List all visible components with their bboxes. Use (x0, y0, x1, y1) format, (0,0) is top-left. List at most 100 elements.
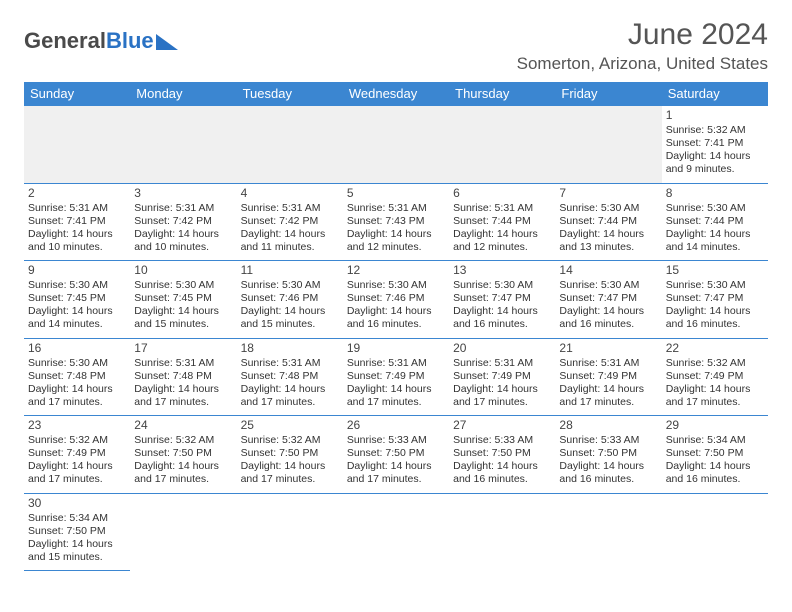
day-number: 9 (28, 263, 126, 278)
daylight-line: Daylight: 14 hours and 17 minutes. (134, 460, 232, 486)
sunset-line: Sunset: 7:42 PM (241, 215, 339, 228)
sail-icon (156, 34, 178, 50)
daylight-line: Daylight: 14 hours and 16 minutes. (347, 305, 445, 331)
sunset-line: Sunset: 7:44 PM (559, 215, 657, 228)
day-number: 23 (28, 418, 126, 433)
sunset-line: Sunset: 7:47 PM (666, 292, 764, 305)
sunrise-line: Sunrise: 5:33 AM (347, 434, 445, 447)
weekday-header: Wednesday (343, 82, 449, 106)
logo-text-2: Blue (106, 28, 154, 54)
weekday-header: Thursday (449, 82, 555, 106)
sunrise-line: Sunrise: 5:30 AM (28, 279, 126, 292)
calendar-body: 1 Sunrise: 5:32 AM Sunset: 7:41 PM Daylight… (24, 106, 768, 571)
day-number: 1 (666, 108, 764, 123)
daylight-line: Daylight: 14 hours and 17 minutes. (559, 383, 657, 409)
logo-text-1: General (24, 28, 106, 54)
sunset-line: Sunset: 7:46 PM (241, 292, 339, 305)
day-number: 7 (559, 186, 657, 201)
sunrise-line: Sunrise: 5:32 AM (241, 434, 339, 447)
daylight-line: Daylight: 14 hours and 14 minutes. (28, 305, 126, 331)
sunrise-line: Sunrise: 5:32 AM (666, 357, 764, 370)
daylight-line: Daylight: 14 hours and 16 minutes. (559, 460, 657, 486)
weekday-header: Saturday (662, 82, 768, 106)
sunrise-line: Sunrise: 5:30 AM (666, 202, 764, 215)
sunset-line: Sunset: 7:50 PM (241, 447, 339, 460)
calendar-cell (130, 493, 236, 571)
daylight-line: Daylight: 14 hours and 17 minutes. (453, 383, 551, 409)
calendar-cell: 26Sunrise: 5:33 AMSunset: 7:50 PMDayligh… (343, 416, 449, 494)
day-number: 10 (134, 263, 232, 278)
daylight-line: Daylight: 14 hours and 12 minutes. (453, 228, 551, 254)
daylight-line: Daylight: 14 hours and 11 minutes. (241, 228, 339, 254)
weekday-header: Sunday (24, 82, 130, 106)
calendar-cell: 2Sunrise: 5:31 AMSunset: 7:41 PMDaylight… (24, 183, 130, 261)
sunset-line: Sunset: 7:49 PM (559, 370, 657, 383)
calendar-cell: 18Sunrise: 5:31 AMSunset: 7:48 PMDayligh… (237, 338, 343, 416)
sunset-line: Sunset: 7:44 PM (453, 215, 551, 228)
daylight-line: Daylight: 14 hours and 15 minutes. (134, 305, 232, 331)
day-number: 22 (666, 341, 764, 356)
header: GeneralBlue June 2024 Somerton, Arizona,… (24, 18, 768, 74)
sunset-line: Sunset: 7:49 PM (28, 447, 126, 460)
calendar-cell: 3Sunrise: 5:31 AMSunset: 7:42 PMDaylight… (130, 183, 236, 261)
sunset-line: Sunset: 7:47 PM (559, 292, 657, 305)
calendar-cell: 16Sunrise: 5:30 AMSunset: 7:48 PMDayligh… (24, 338, 130, 416)
calendar-cell: 6Sunrise: 5:31 AMSunset: 7:44 PMDaylight… (449, 183, 555, 261)
sunset-line: Sunset: 7:41 PM (28, 215, 126, 228)
sunset-line: Sunset: 7:50 PM (453, 447, 551, 460)
calendar-row: 2Sunrise: 5:31 AMSunset: 7:41 PM Daylight… (24, 183, 768, 261)
calendar-cell: 9Sunrise: 5:30 AMSunset: 7:45 PMDaylight… (24, 261, 130, 339)
daylight-line: Daylight: 14 hours and 17 minutes. (28, 460, 126, 486)
logo: GeneralBlue (24, 28, 178, 54)
calendar-cell (24, 106, 130, 184)
day-number: 3 (134, 186, 232, 201)
calendar-cell (343, 106, 449, 184)
calendar-cell: 4Sunrise: 5:31 AMSunset: 7:42 PMDaylight… (237, 183, 343, 261)
sunset-line: Sunset: 7:48 PM (241, 370, 339, 383)
daylight-line: Daylight: 14 hours and 17 minutes. (347, 383, 445, 409)
location: Somerton, Arizona, United States (517, 54, 768, 74)
calendar-row: 16Sunrise: 5:30 AMSunset: 7:48 PMDayligh… (24, 338, 768, 416)
day-number: 30 (28, 496, 126, 511)
sunset-line: Sunset: 7:50 PM (559, 447, 657, 460)
sunrise-line: Sunrise: 5:30 AM (559, 202, 657, 215)
day-number: 28 (559, 418, 657, 433)
sunset-line: Sunset: 7:50 PM (28, 525, 126, 538)
sunrise-line: Sunrise: 5:33 AM (453, 434, 551, 447)
sunrise-line: Sunrise: 5:30 AM (134, 279, 232, 292)
day-number: 12 (347, 263, 445, 278)
day-number: 6 (453, 186, 551, 201)
calendar-cell: 24Sunrise: 5:32 AMSunset: 7:50 PMDayligh… (130, 416, 236, 494)
sunrise-line: Sunrise: 5:30 AM (559, 279, 657, 292)
calendar-cell: 25Sunrise: 5:32 AMSunset: 7:50 PMDayligh… (237, 416, 343, 494)
sunrise-line: Sunrise: 5:30 AM (241, 279, 339, 292)
sunset-line: Sunset: 7:45 PM (28, 292, 126, 305)
day-number: 20 (453, 341, 551, 356)
calendar-cell: 1Sunrise: 5:32 AMSunset: 7:41 PMDaylight… (662, 106, 768, 184)
daylight-line: Daylight: 14 hours and 15 minutes. (241, 305, 339, 331)
daylight-line: Daylight: 14 hours and 10 minutes. (134, 228, 232, 254)
sunset-line: Sunset: 7:41 PM (666, 137, 764, 150)
daylight-line: Daylight: 14 hours and 17 minutes. (28, 383, 126, 409)
day-number: 17 (134, 341, 232, 356)
calendar-cell (555, 106, 661, 184)
month-title: June 2024 (517, 18, 768, 52)
sunrise-line: Sunrise: 5:31 AM (28, 202, 126, 215)
day-number: 2 (28, 186, 126, 201)
weekday-header: Monday (130, 82, 236, 106)
sunrise-line: Sunrise: 5:31 AM (559, 357, 657, 370)
calendar-cell: 23Sunrise: 5:32 AMSunset: 7:49 PMDayligh… (24, 416, 130, 494)
daylight-line: Daylight: 14 hours and 16 minutes. (453, 460, 551, 486)
sunset-line: Sunset: 7:49 PM (666, 370, 764, 383)
calendar-cell: 8Sunrise: 5:30 AMSunset: 7:44 PMDaylight… (662, 183, 768, 261)
sunset-line: Sunset: 7:43 PM (347, 215, 445, 228)
calendar-cell: 19Sunrise: 5:31 AMSunset: 7:49 PMDayligh… (343, 338, 449, 416)
daylight-line: Daylight: 14 hours and 17 minutes. (134, 383, 232, 409)
calendar-cell: 29Sunrise: 5:34 AMSunset: 7:50 PMDayligh… (662, 416, 768, 494)
calendar-cell (449, 106, 555, 184)
calendar-cell (343, 493, 449, 571)
sunset-line: Sunset: 7:42 PM (134, 215, 232, 228)
daylight-line: Daylight: 14 hours and 17 minutes. (347, 460, 445, 486)
day-number: 18 (241, 341, 339, 356)
calendar-row: 1Sunrise: 5:32 AMSunset: 7:41 PMDaylight… (24, 106, 768, 184)
